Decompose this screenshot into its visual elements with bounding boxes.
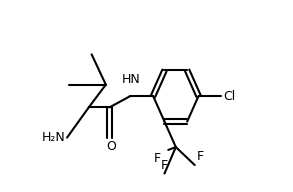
Text: F: F [154, 152, 161, 165]
Text: F: F [161, 159, 168, 172]
Text: H₂N: H₂N [41, 131, 65, 144]
Text: O: O [107, 140, 116, 152]
Text: HN: HN [122, 73, 141, 86]
Text: F: F [197, 150, 204, 163]
Text: Cl: Cl [223, 89, 235, 103]
